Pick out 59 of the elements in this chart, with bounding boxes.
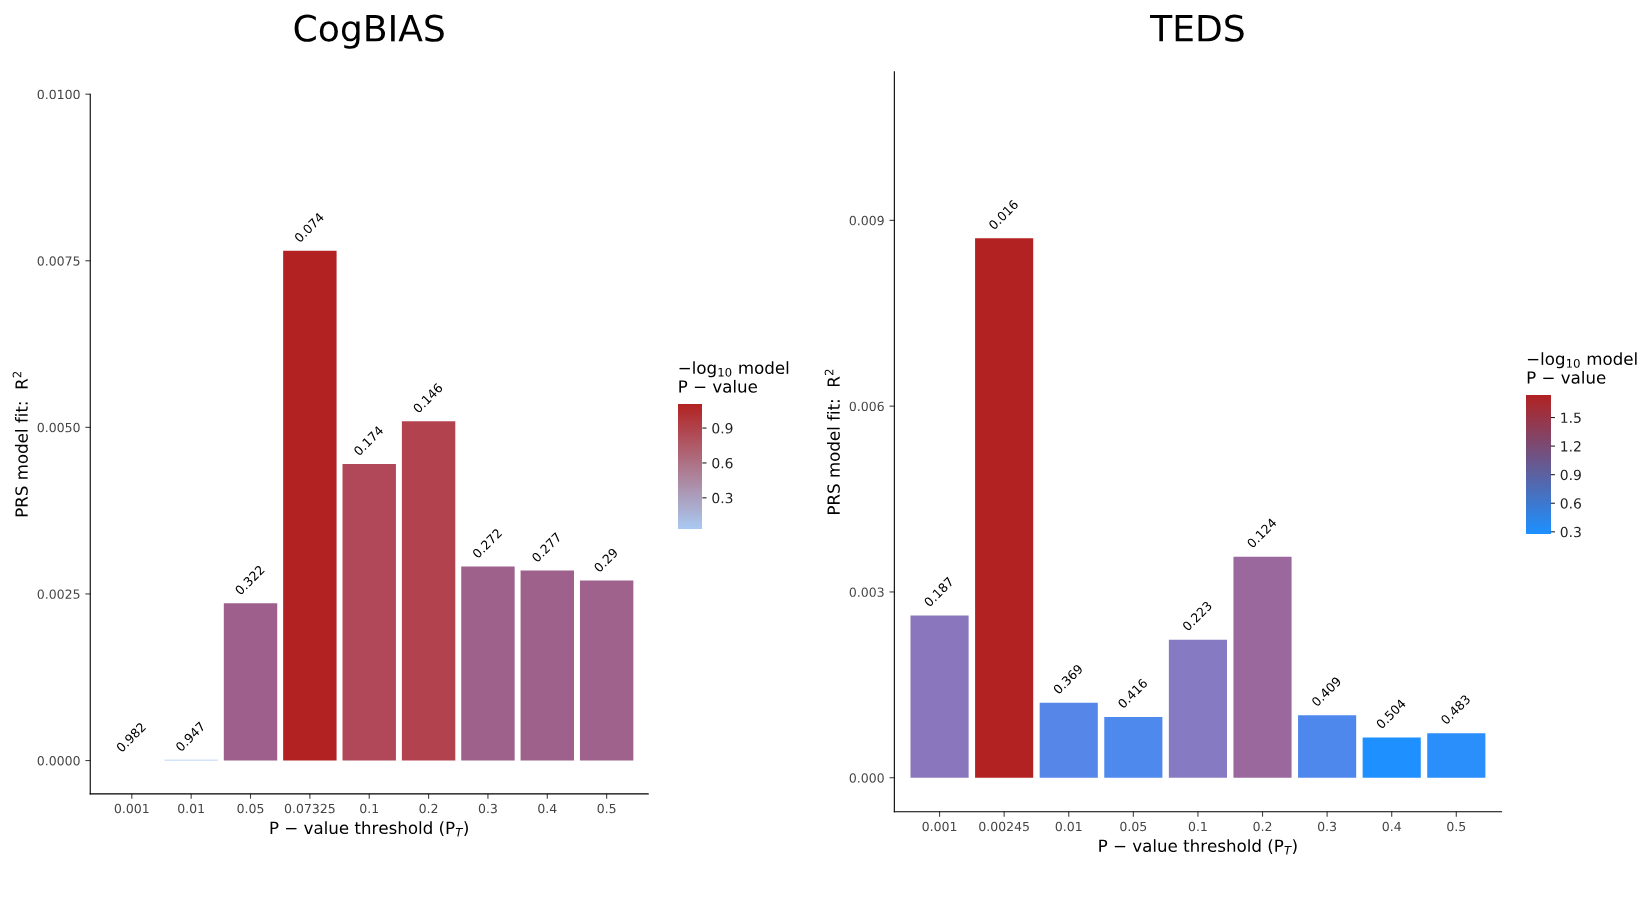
bar (1233, 556, 1292, 778)
bar (1104, 717, 1163, 778)
color-bar-title: −log$_{10}$ model P − value (1527, 352, 1637, 384)
color-bar-title: −log$_{10}$ model P − value (679, 361, 789, 393)
y-tick-label: 0.006 (849, 401, 884, 412)
color-bar-label: 0.6 (1560, 498, 1581, 509)
x-tick-label: 0.05 (237, 803, 264, 814)
bar (1168, 639, 1227, 778)
y-axis-title: PRS model fit: R$^{2}$ (12, 371, 28, 517)
bar (223, 603, 278, 761)
bar (461, 566, 515, 761)
bar (1427, 733, 1486, 778)
y-tick-label: 0.0075 (37, 256, 80, 266)
x-tick-label: 0.001 (922, 821, 957, 832)
y-tick-label: 0.0025 (37, 589, 80, 599)
bar (975, 238, 1034, 778)
color-bar-label: 0.9 (712, 423, 733, 434)
x-tick-label: 0.001 (114, 803, 149, 814)
x-tick-label: 0.1 (360, 803, 379, 814)
y-axis-title: PRS model fit: R$^{2}$ (824, 369, 840, 514)
color-bar-label: 0.9 (1560, 469, 1581, 481)
x-tick-label: 0.3 (1318, 821, 1337, 832)
x-tick-label: 0.5 (597, 803, 616, 814)
x-tick-label: 0.01 (1055, 821, 1082, 832)
bar (1362, 737, 1421, 778)
y-tick-label: 0.0100 (37, 89, 80, 100)
y-tick-label: 0.0050 (37, 422, 80, 433)
x-tick-label: 0.1 (1188, 821, 1207, 832)
bar (283, 250, 337, 761)
x-axis-title: P − value threshold (P$_{T}$) (1099, 839, 1297, 855)
bar (1298, 715, 1357, 778)
bar (910, 615, 969, 778)
x-tick-label: 0.5 (1447, 821, 1466, 832)
bar (401, 421, 456, 761)
x-tick-label: 0.4 (538, 803, 557, 814)
color-bar-label: 0.3 (1560, 526, 1581, 538)
color-bar-label: 1.2 (1561, 441, 1581, 452)
color-bar-label: 0.3 (712, 492, 733, 504)
y-tick-label: 0.000 (849, 773, 884, 783)
bar (579, 580, 634, 761)
bar (342, 464, 396, 761)
x-tick-label: 0.01 (178, 803, 204, 814)
bar (1039, 702, 1098, 778)
chart-title: CogBIAS (294, 14, 444, 49)
y-tick-label: 0.003 (849, 587, 884, 597)
bar (520, 570, 574, 761)
x-tick-label: 0.4 (1382, 821, 1401, 832)
x-tick-label: 0.05 (1120, 821, 1147, 832)
y-tick-label: 0.0000 (37, 756, 80, 766)
x-axis-title: P − value threshold (P$_{T}$) (270, 821, 468, 837)
x-tick-label: 0.3 (478, 803, 497, 814)
x-tick-label: 0.2 (419, 803, 438, 814)
x-tick-label: 0.07325 (284, 803, 335, 814)
color-bar-label: 1.5 (1561, 412, 1581, 424)
x-tick-label: 0.00245 (979, 821, 1029, 832)
chart-title: TEDS (1150, 14, 1244, 42)
color-bar-label: 0.6 (712, 457, 733, 469)
x-tick-label: 0.2 (1253, 821, 1272, 832)
y-tick-label: 0.009 (849, 215, 884, 226)
